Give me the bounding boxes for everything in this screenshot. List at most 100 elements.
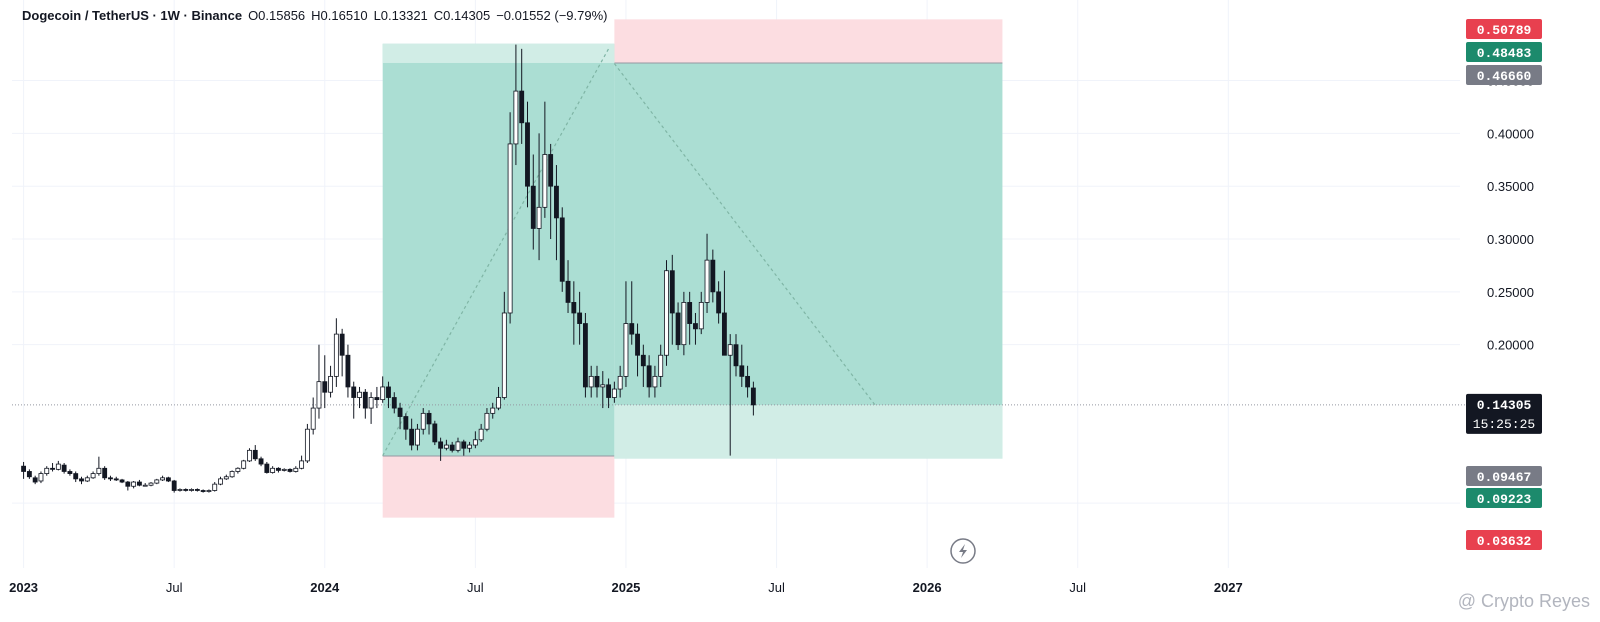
candle-body <box>276 467 281 471</box>
short-position-target-band <box>614 404 1003 459</box>
candle-body <box>229 471 235 478</box>
candle-body <box>73 473 79 480</box>
y-tick-label: 0.35000 <box>1487 179 1534 194</box>
long-position-stop-zone[interactable] <box>382 456 615 518</box>
candle-body <box>293 467 299 472</box>
current-price-tag[interactable] <box>1466 393 1542 434</box>
candle-body <box>252 449 258 460</box>
candle-body <box>438 441 444 449</box>
candle-body <box>658 354 664 377</box>
candle-body <box>345 354 351 388</box>
candle-body <box>310 407 316 430</box>
price-tag-0-03632[interactable] <box>1466 530 1542 550</box>
short-position-profit-zone[interactable] <box>614 62 1003 459</box>
candle-body <box>368 397 374 409</box>
x-tick-label: Jul <box>166 580 183 595</box>
candle-body <box>241 460 247 469</box>
candle-body <box>693 323 698 330</box>
candle-body <box>131 481 137 487</box>
candle-body <box>640 354 646 367</box>
y-tick-label: 0.40000 <box>1487 126 1534 141</box>
symbol-title[interactable]: Dogecoin / TetherUS · 1W · Binance <box>22 8 243 23</box>
lightning-glyph <box>959 544 967 558</box>
price-tag-0-48483[interactable] <box>1466 42 1542 62</box>
candle-body <box>125 481 131 487</box>
candle-body <box>362 391 368 409</box>
candle-body <box>299 460 305 469</box>
candle-body <box>409 428 415 446</box>
candle-body <box>704 259 710 303</box>
candle-body <box>79 478 84 482</box>
countdown-label: 15:25:25 <box>1473 417 1535 432</box>
candle-body <box>247 449 252 462</box>
candle-body <box>554 185 559 219</box>
ohlc-high: H0.16510 <box>311 8 368 23</box>
candle-body <box>739 365 745 377</box>
candle-body <box>629 323 635 335</box>
candle-body <box>339 333 345 356</box>
candle-body <box>403 416 409 430</box>
candle-body <box>420 412 426 430</box>
candle-body <box>716 291 722 314</box>
candle-body <box>571 302 577 314</box>
candle-body <box>84 477 90 482</box>
short-position-stop-zone[interactable] <box>614 19 1003 63</box>
candle-body <box>333 333 339 377</box>
candle-body <box>577 312 583 324</box>
candle-body <box>606 384 612 398</box>
y-tick-label: 0.20000 <box>1487 338 1534 353</box>
candle-body <box>548 154 554 187</box>
candle-body <box>386 386 391 398</box>
candle-body <box>351 386 357 398</box>
candle-body <box>664 270 669 356</box>
candle-body <box>304 428 310 462</box>
candle-body <box>183 489 189 491</box>
candle-body <box>119 479 125 483</box>
candle-body <box>415 428 420 446</box>
candle-body <box>357 391 362 398</box>
candle-body <box>721 312 727 356</box>
candle-body <box>391 397 397 409</box>
ohlc-open: O0.15856 <box>248 8 306 23</box>
candle-body <box>681 302 687 346</box>
ohlc-change: −0.01552 (−9.79%) <box>496 8 608 23</box>
candle-body <box>148 482 154 486</box>
candle-body <box>50 467 55 470</box>
candle-body <box>745 375 751 388</box>
long-position-target-band <box>382 43 615 63</box>
candle-body <box>136 481 142 486</box>
candle-body <box>449 444 455 451</box>
watermark-text: @ Crypto Reyes <box>1457 591 1590 611</box>
candle-body <box>113 478 119 481</box>
price-tag-0-46660[interactable] <box>1466 65 1542 85</box>
x-tick-label: 2024 <box>310 580 340 595</box>
candle-body <box>582 323 588 388</box>
candle-body <box>426 412 432 425</box>
candle-body <box>507 143 513 314</box>
x-tick-label: 2026 <box>913 580 942 595</box>
price-tag-0-09467[interactable] <box>1466 466 1542 486</box>
candle-body <box>588 375 594 388</box>
candle-body <box>710 259 716 293</box>
candle-body <box>461 441 467 449</box>
candle-body <box>61 464 67 472</box>
price-tag-0-09223-label: 0.09223 <box>1477 492 1532 507</box>
candle-body <box>206 490 212 492</box>
candle-body <box>652 375 658 388</box>
candle-body <box>165 477 171 482</box>
candle-body <box>542 154 548 208</box>
candle-body <box>328 375 333 393</box>
price-tag-0-03632-label: 0.03632 <box>1477 534 1532 549</box>
candle-body <box>177 489 183 491</box>
candle-body <box>194 489 200 491</box>
candle-body <box>513 90 519 145</box>
candle-body <box>646 365 652 388</box>
price-tag-0-09223[interactable] <box>1466 488 1542 508</box>
candle-body <box>26 471 32 478</box>
price-tag-0-50789[interactable] <box>1466 19 1542 39</box>
candle-body <box>675 312 681 346</box>
candle-body <box>635 333 640 356</box>
candle-body <box>432 423 438 443</box>
candle-body <box>235 467 241 472</box>
